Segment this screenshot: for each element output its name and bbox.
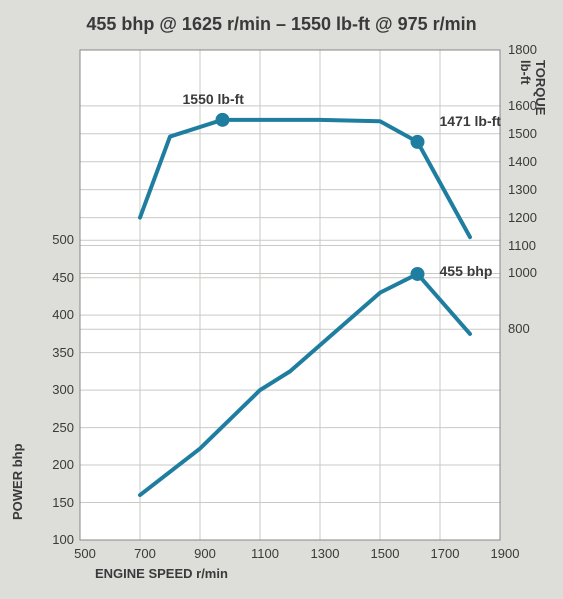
tick-label: 1100 bbox=[245, 546, 285, 561]
power-axis-label: POWER bhp bbox=[10, 443, 25, 520]
tick-label: 700 bbox=[125, 546, 165, 561]
tick-label: 1700 bbox=[425, 546, 465, 561]
tick-label: 800 bbox=[508, 321, 530, 336]
tick-label: 500 bbox=[42, 232, 74, 247]
tick-label: 1500 bbox=[508, 126, 537, 141]
tick-label: 1900 bbox=[485, 546, 525, 561]
engine-performance-chart: 1550 lb-ft 1471 lb-ft 455 bhp bbox=[0, 0, 563, 599]
tick-label: 100 bbox=[42, 532, 74, 547]
tick-label: 1300 bbox=[508, 182, 537, 197]
tick-label: 1100 bbox=[508, 238, 536, 253]
tick-label: 1400 bbox=[508, 154, 537, 169]
tick-label: 1000 bbox=[508, 265, 537, 280]
tick-label: 350 bbox=[42, 345, 74, 360]
x-axis-label: ENGINE SPEED r/min bbox=[95, 566, 228, 581]
tick-label: 200 bbox=[42, 457, 74, 472]
svg-text:1550 lb-ft: 1550 lb-ft bbox=[183, 91, 245, 107]
tick-label: 1500 bbox=[365, 546, 405, 561]
tick-label: 450 bbox=[42, 270, 74, 285]
svg-text:455 bhp: 455 bhp bbox=[440, 263, 493, 279]
tick-label: 1300 bbox=[305, 546, 345, 561]
tick-label: 1200 bbox=[508, 210, 537, 225]
torque-axis-label: TORQUE lb-ft bbox=[518, 60, 548, 115]
svg-text:1471 lb-ft: 1471 lb-ft bbox=[440, 113, 502, 129]
tick-label: 150 bbox=[42, 495, 74, 510]
tick-label: 300 bbox=[42, 382, 74, 397]
tick-label: 250 bbox=[42, 420, 74, 435]
tick-label: 500 bbox=[65, 546, 105, 561]
tick-label: 900 bbox=[185, 546, 225, 561]
tick-label: 400 bbox=[42, 307, 74, 322]
tick-label: 1800 bbox=[508, 42, 537, 57]
